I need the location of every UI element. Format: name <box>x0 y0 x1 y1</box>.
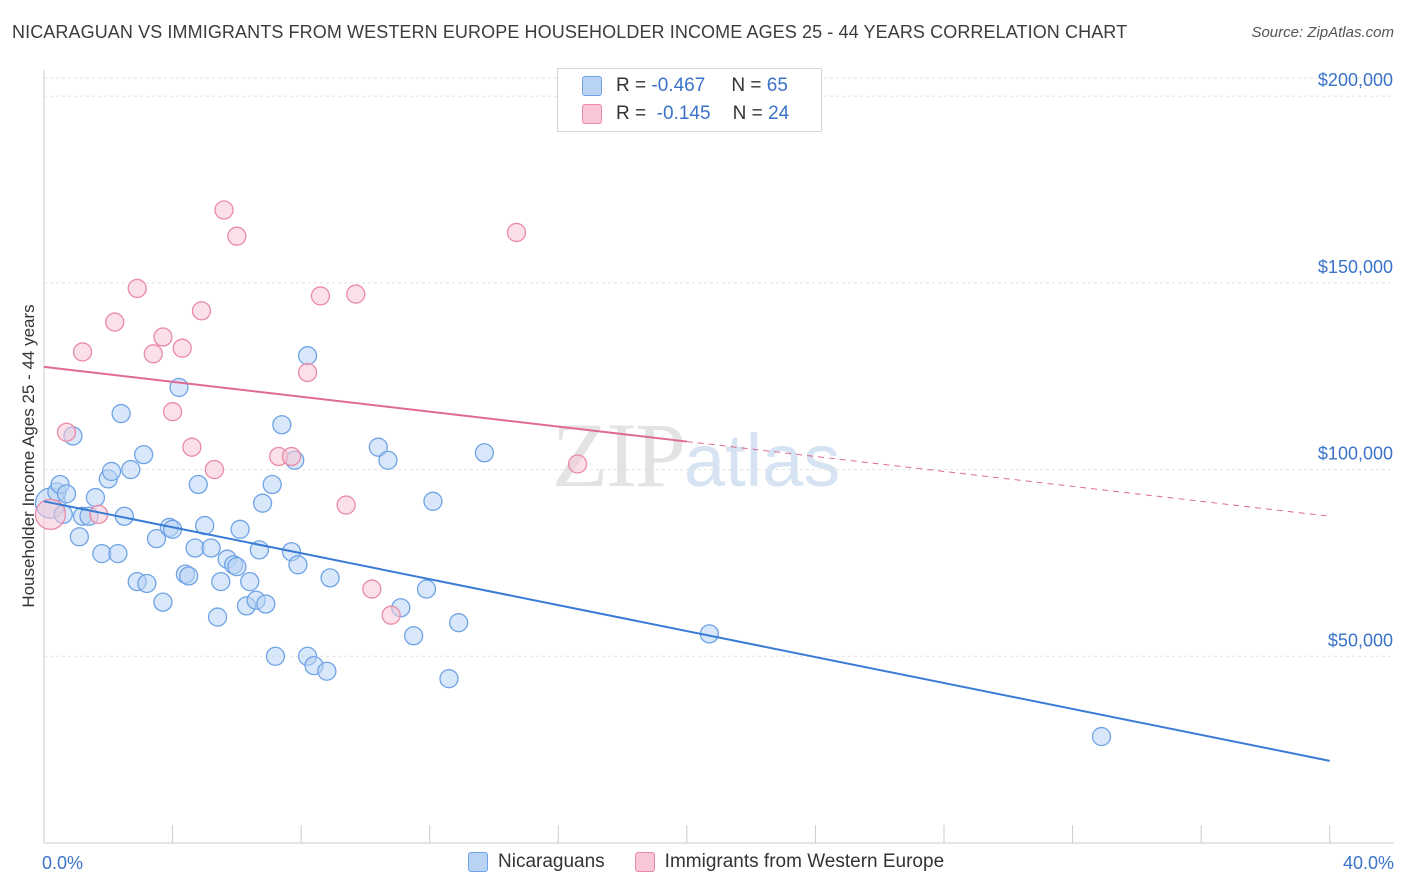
nicaraguan-point <box>252 493 273 513</box>
legend-n-value: 65 <box>766 75 788 96</box>
nicaraguan-point <box>121 459 141 480</box>
nicaraguan-point <box>230 519 250 539</box>
legend-n-label: N = <box>731 75 762 96</box>
legend-n-label: N = <box>732 103 763 124</box>
nicaraguan-point <box>265 646 286 666</box>
nicaraguan-point <box>423 491 443 511</box>
nicaraguan-point <box>262 474 282 495</box>
legend-r-label: R = <box>616 75 647 96</box>
legend-n-value: 24 <box>768 103 790 124</box>
series-legend-item-western-europe: Immigrants from Western Europe <box>634 851 945 873</box>
x-tick-label: 40.0% <box>1343 853 1394 873</box>
nicaraguan-point <box>69 527 90 547</box>
western-europe-point <box>191 301 212 321</box>
legend-row-nicaraguans: R = -0.467 N = 65 <box>582 74 788 98</box>
western-europe-point <box>362 579 382 599</box>
western-europe-point <box>56 422 77 442</box>
western-europe-point <box>310 286 331 306</box>
nicaraguan-point <box>378 450 398 470</box>
western-europe-point <box>336 495 356 515</box>
nicaraguan-point <box>317 661 337 681</box>
series-legend-swatch-blue <box>468 852 488 872</box>
western-europe-point <box>172 338 192 358</box>
nicaraguan-point <box>474 443 495 463</box>
nicaraguan-point <box>188 474 208 495</box>
western-europe-point <box>381 605 401 625</box>
watermark-atlas: atlas <box>684 419 841 502</box>
series-legend: Nicaraguans Immigrants from Western Euro… <box>468 851 974 873</box>
legend-r-value: -0.145 <box>656 103 711 124</box>
x-tick-label: 0.0% <box>42 853 83 873</box>
nicaraguan-point <box>108 543 128 564</box>
western-europe-point <box>105 312 125 332</box>
nicaraguan-point <box>207 607 228 627</box>
nicaraguan-point <box>153 592 173 612</box>
nicaraguan-point <box>403 626 424 646</box>
nicaraguan-point <box>92 543 112 564</box>
correlation-legend: R = -0.467 N = 65 R = -0.145 N = 24 <box>557 68 822 132</box>
nicaraguan-point <box>256 594 276 614</box>
nicaraguan-point <box>448 613 469 633</box>
series-legend-label: Immigrants from Western Europe <box>664 851 945 872</box>
legend-r-value: -0.467 <box>651 75 706 96</box>
nicaraguan-point <box>201 538 221 558</box>
nicaraguan-point <box>211 571 231 592</box>
nicaraguan-point <box>439 669 459 689</box>
legend-swatch-blue <box>582 76 602 96</box>
western-europe-point <box>153 327 173 347</box>
chart-title: NICARAGUAN VS IMMIGRANTS FROM WESTERN EU… <box>12 22 1128 42</box>
source-label: Source: ZipAtlas.com <box>1251 24 1394 41</box>
western-europe-point <box>214 200 234 220</box>
y-tick-label: $50,000 <box>1328 630 1393 650</box>
nicaraguan-point <box>178 566 199 586</box>
nicaraguan-point <box>133 444 154 465</box>
nicaraguan-point <box>56 484 77 504</box>
series-legend-item-nicaraguans: Nicaraguans <box>468 851 605 873</box>
western-europe-trend-line-dashed <box>686 441 1330 517</box>
nicaraguan-point <box>1091 726 1112 747</box>
western-europe-point <box>143 344 163 364</box>
nicaraguan-point <box>101 461 122 482</box>
series-legend-label: Nicaraguans <box>498 851 605 872</box>
y-tick-label: $200,000 <box>1318 70 1393 90</box>
y-tick-label: $100,000 <box>1318 444 1393 464</box>
western-europe-trend-line <box>43 365 687 443</box>
nicaraguan-point <box>185 538 205 558</box>
western-europe-point <box>281 446 302 467</box>
nicaraguan-point <box>416 579 437 599</box>
legend-swatch-pink <box>582 104 602 124</box>
western-europe-point <box>346 284 366 304</box>
series-legend-swatch-pink <box>634 852 655 872</box>
western-europe-point <box>506 222 527 243</box>
western-europe-point <box>204 459 225 480</box>
western-europe-point <box>72 342 93 362</box>
legend-r-label: R = <box>616 103 647 124</box>
nicaraguan-point <box>272 415 292 435</box>
nicaraguan-point <box>368 437 388 457</box>
y-axis-title: Householder Income Ages 25 - 44 years <box>19 304 38 607</box>
nicaraguan-point <box>137 573 157 594</box>
western-europe-point <box>567 454 588 474</box>
western-europe-point <box>227 226 247 246</box>
nicaraguan-point <box>297 346 318 366</box>
legend-row-western-europe: R = -0.145 N = 24 <box>582 102 789 126</box>
nicaraguan-point <box>288 555 308 575</box>
western-europe-point <box>162 402 183 422</box>
western-europe-point <box>297 362 318 383</box>
western-europe-point <box>182 437 202 457</box>
nicaraguan-point <box>320 568 340 588</box>
nicaraguan-point <box>111 403 131 424</box>
nicaraguan-trend-line <box>43 500 1330 762</box>
nicaraguan-point <box>227 557 247 577</box>
western-europe-point <box>34 498 67 531</box>
nicaraguan-point <box>146 529 167 549</box>
y-tick-label: $150,000 <box>1318 257 1393 277</box>
nicaraguan-point <box>240 571 260 592</box>
nicaraguan-point <box>85 487 106 508</box>
western-europe-point <box>127 278 147 299</box>
